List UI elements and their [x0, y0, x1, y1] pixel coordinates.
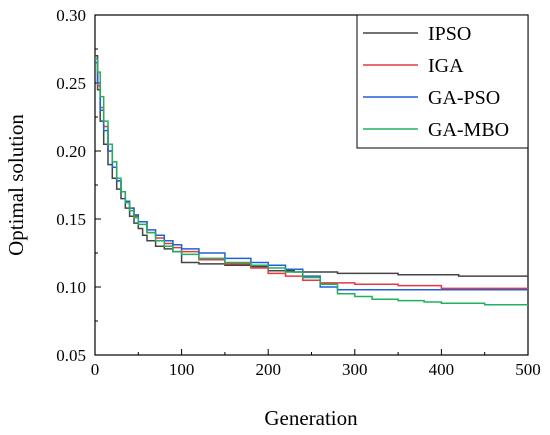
- y-axis-title: Optimal solution: [4, 114, 28, 256]
- legend: IPSO IGA GA-PSO GA-MBO: [356, 14, 529, 149]
- x-tick-label: 0: [91, 360, 100, 379]
- legend-label-ipso: IPSO: [428, 23, 471, 45]
- series-lines: [95, 55, 528, 306]
- series-line-ipso: [95, 55, 528, 277]
- legend-box: [356, 14, 529, 149]
- y-tick-label: 0.15: [56, 210, 86, 229]
- x-axis-title: Generation: [264, 406, 358, 430]
- legend-label-iga: IGA: [428, 55, 464, 77]
- y-tick-labels: 0.05 0.10 0.15 0.20 0.25 0.30: [56, 6, 86, 365]
- y-tick-label: 0.20: [56, 142, 86, 161]
- x-tick-label: 100: [169, 360, 195, 379]
- series-line-ga-mbo: [95, 57, 528, 306]
- y-tick-label: 0.10: [56, 278, 86, 297]
- y-tick-label: 0.30: [56, 6, 86, 25]
- x-tick-label: 300: [342, 360, 368, 379]
- x-tick-labels: 0 100 200 300 400 500: [91, 360, 541, 379]
- legend-label-ga-pso: GA-PSO: [428, 87, 500, 109]
- y-tick-label: 0.05: [56, 346, 86, 365]
- x-tick-label: 500: [515, 360, 541, 379]
- legend-label-ga-mbo: GA-MBO: [428, 119, 509, 141]
- y-tick-label: 0.25: [56, 74, 86, 93]
- axis-ticks: [94, 14, 529, 356]
- x-tick-label: 400: [429, 360, 455, 379]
- x-tick-label: 200: [255, 360, 281, 379]
